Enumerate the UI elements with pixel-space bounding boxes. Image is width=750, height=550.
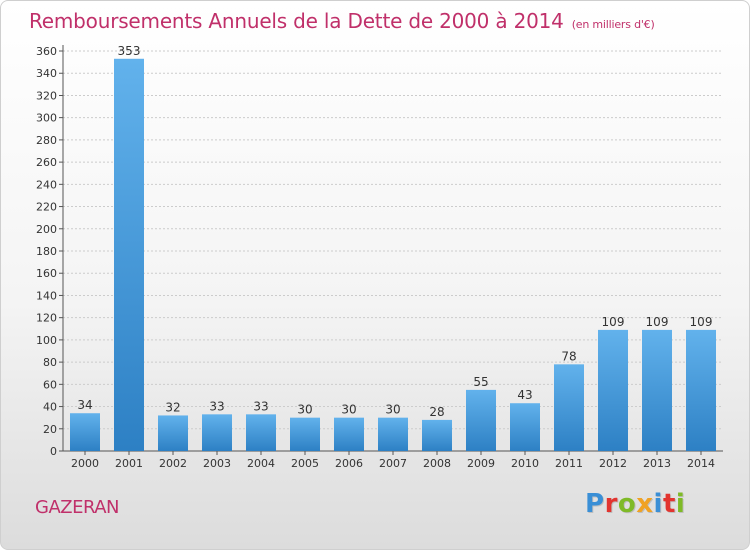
chart-title: Remboursements Annuels de la Dette de 20… bbox=[29, 9, 655, 33]
bar-2013[interactable] bbox=[642, 329, 672, 451]
bar-2004[interactable] bbox=[246, 414, 276, 451]
x-tick-label-2008: 2008 bbox=[423, 457, 451, 470]
bar-2007[interactable] bbox=[378, 417, 408, 451]
brand-letter: r bbox=[604, 489, 618, 519]
y-tick-label: 280 bbox=[36, 134, 57, 147]
y-tick-label: 200 bbox=[36, 223, 57, 236]
x-tick-label-2011: 2011 bbox=[555, 457, 583, 470]
y-tick-label: 340 bbox=[36, 67, 57, 80]
brand-letter: i bbox=[675, 489, 686, 519]
commune-name: GAZERAN bbox=[35, 497, 120, 518]
axes: 0 20 40 60 80 100 120 140 160 180 200 220 240 260 280 3… bbox=[36, 45, 723, 458]
data-label-2006: 30 bbox=[341, 403, 356, 417]
data-label-2004: 33 bbox=[253, 399, 268, 413]
chart-subtitle: (en milliers d'€) bbox=[571, 18, 655, 31]
data-label-2009: 55 bbox=[473, 375, 488, 389]
y-tick-label: 120 bbox=[36, 312, 57, 325]
brand-letter: i bbox=[653, 489, 663, 519]
y-tick-label: 240 bbox=[36, 178, 57, 191]
chart-title-text: Remboursements Annuels de la Dette de 20… bbox=[29, 9, 564, 33]
x-tick-label-2009: 2009 bbox=[467, 457, 495, 470]
bar-2014[interactable] bbox=[686, 329, 716, 451]
x-tick-label-2006: 2006 bbox=[335, 457, 363, 470]
proxiti-logo[interactable]: Proxiti bbox=[585, 489, 685, 519]
bar-2001[interactable] bbox=[114, 58, 144, 452]
data-label-2007: 30 bbox=[385, 403, 400, 417]
x-tick-label-2005: 2005 bbox=[291, 457, 319, 470]
y-tick-label: 360 bbox=[36, 45, 57, 58]
x-tick-label-2010: 2010 bbox=[511, 457, 539, 470]
bar-2011[interactable] bbox=[554, 364, 584, 451]
brand-letter: P bbox=[585, 489, 605, 519]
y-tick-label: 320 bbox=[36, 89, 57, 102]
bar-2000[interactable] bbox=[70, 413, 100, 451]
data-label-2012: 109 bbox=[602, 315, 625, 329]
x-tick-label-2004: 2004 bbox=[247, 457, 275, 470]
bar-2012[interactable] bbox=[598, 329, 628, 451]
bar-2003[interactable] bbox=[202, 414, 232, 451]
y-tick-label: 20 bbox=[43, 423, 57, 436]
x-tick-label-2003: 2003 bbox=[203, 457, 231, 470]
y-tick-label: 220 bbox=[36, 201, 57, 214]
x-tick-label-2013: 2013 bbox=[643, 457, 671, 470]
y-tick-label: 40 bbox=[43, 401, 57, 414]
y-tick-label: 100 bbox=[36, 334, 57, 347]
x-tick-label-2002: 2002 bbox=[159, 457, 187, 470]
data-label-2003: 33 bbox=[209, 399, 224, 413]
data-label-2014: 109 bbox=[690, 315, 713, 329]
y-tick-label: 60 bbox=[43, 378, 57, 391]
data-label-2002: 32 bbox=[165, 400, 180, 414]
x-tick-label-2000: 2000 bbox=[71, 457, 99, 470]
bars bbox=[70, 58, 716, 452]
data-label-2011: 78 bbox=[561, 349, 576, 363]
bar-2010[interactable] bbox=[510, 403, 540, 451]
y-tick-label: 0 bbox=[50, 445, 57, 458]
data-label-2013: 109 bbox=[646, 315, 669, 329]
y-tick-label: 80 bbox=[43, 356, 57, 369]
y-tick-label: 140 bbox=[36, 289, 57, 302]
bar-2002[interactable] bbox=[158, 415, 188, 451]
labels: 34 2000 353 2001 32 2002 33 2003 33 2004 30 2005 30 2… bbox=[71, 44, 715, 470]
brand-letter: t bbox=[662, 489, 676, 519]
x-tick-label-2007: 2007 bbox=[379, 457, 407, 470]
data-label-2005: 30 bbox=[297, 403, 312, 417]
brand-letter: x bbox=[636, 489, 654, 519]
data-label-2001: 353 bbox=[118, 44, 141, 58]
y-tick-label: 300 bbox=[36, 112, 57, 125]
bar-2008[interactable] bbox=[422, 419, 452, 451]
data-label-2008: 28 bbox=[429, 405, 444, 419]
bar-2005[interactable] bbox=[290, 417, 320, 451]
data-label-2000: 34 bbox=[77, 398, 92, 412]
x-tick-label-2014: 2014 bbox=[687, 457, 715, 470]
y-tick-label: 260 bbox=[36, 156, 57, 169]
x-tick-label-2001: 2001 bbox=[115, 457, 143, 470]
y-tick-label: 180 bbox=[36, 245, 57, 258]
bar-2006[interactable] bbox=[334, 417, 364, 451]
bar-2009[interactable] bbox=[466, 389, 496, 451]
brand-letter: o bbox=[617, 489, 637, 519]
y-tick-label: 160 bbox=[36, 267, 57, 280]
x-tick-label-2012: 2012 bbox=[599, 457, 627, 470]
data-label-2010: 43 bbox=[517, 388, 532, 402]
